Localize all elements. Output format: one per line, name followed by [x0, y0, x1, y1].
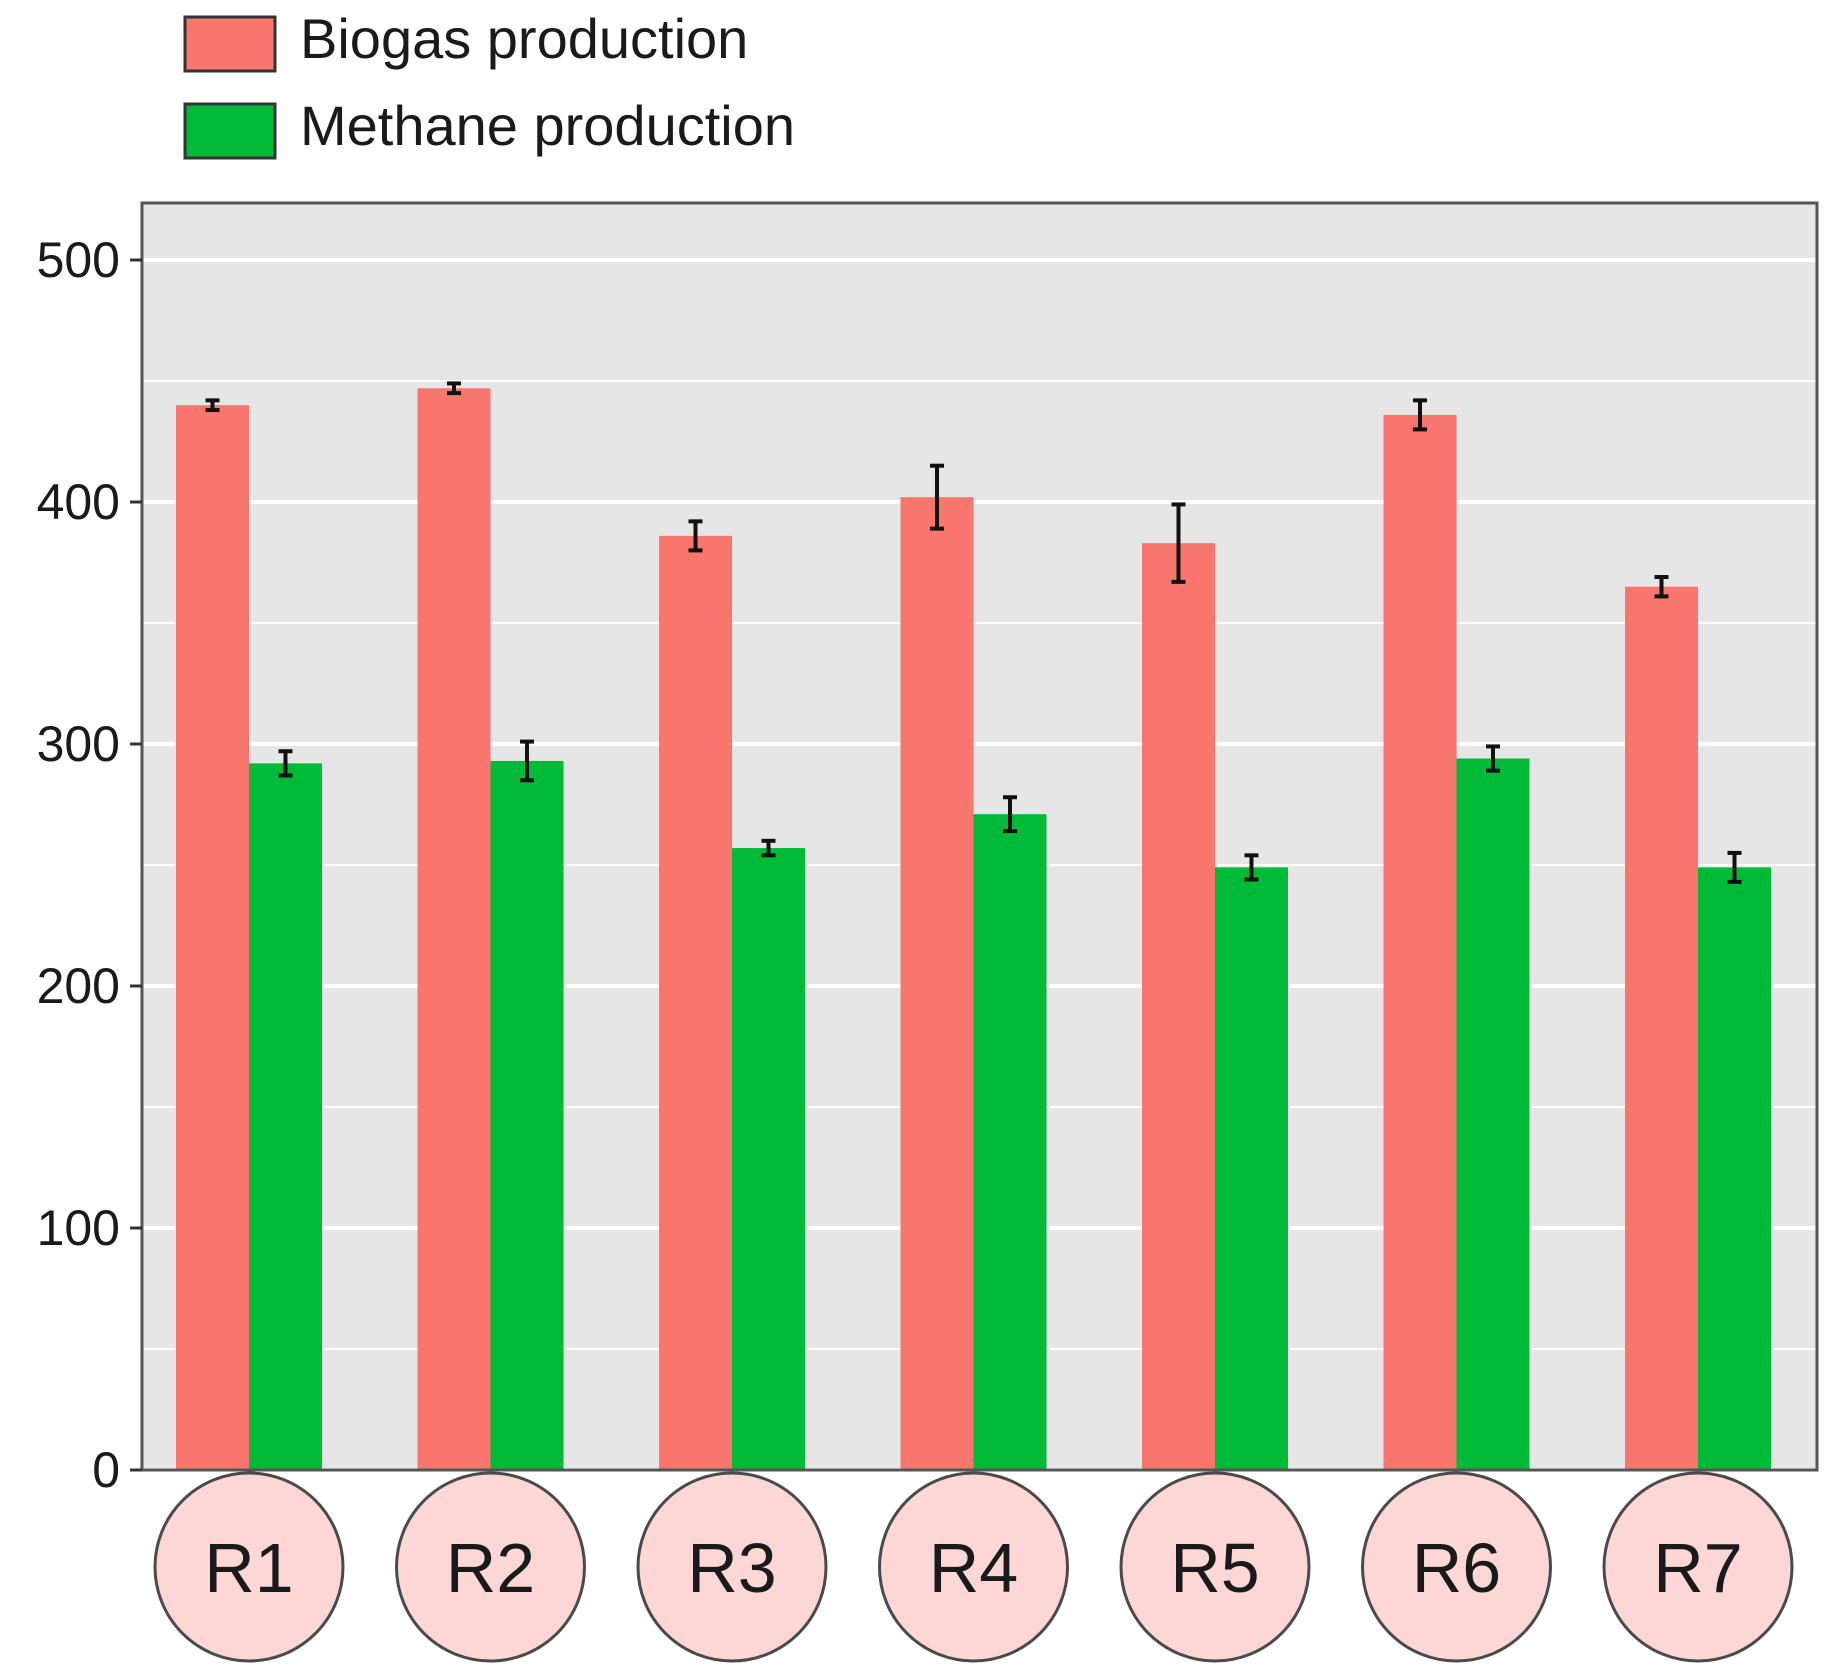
category-text: R7: [1653, 1529, 1742, 1607]
error-bar-methane-r2: [520, 739, 534, 783]
legend-swatch-biogas: [183, 15, 277, 73]
error-bars: [205, 381, 1742, 884]
bar-methane-r3: [732, 848, 805, 1470]
error-bar-biogas-r3: [688, 519, 703, 553]
error-bar-biogas-r4: [930, 463, 944, 531]
category-label-r3: R3: [636, 1471, 828, 1663]
bar-biogas-r2: [417, 388, 491, 1470]
y-tick-label: 200: [37, 958, 120, 1014]
category-circle: [1361, 1471, 1552, 1663]
bar-methane-r6: [1456, 758, 1530, 1470]
error-bar-methane-r5: [1244, 853, 1259, 882]
error-bar-methane-r6: [1486, 744, 1500, 773]
x-axis-categories: R1 R2 R3 R4 R5 R6 R7: [153, 1471, 1794, 1663]
error-bar-methane-r3: [761, 838, 776, 858]
category-label-r5: R5: [1119, 1471, 1311, 1663]
bar-methane-r2: [490, 760, 564, 1470]
category-text: R3: [687, 1529, 776, 1607]
category-circle: [395, 1471, 586, 1663]
bar-biogas-r7: [1625, 586, 1698, 1470]
category-label-r2: R2: [395, 1471, 586, 1663]
error-bar-biogas-r6: [1413, 398, 1427, 432]
category-text: R6: [1412, 1529, 1501, 1607]
bar-biogas-r4: [900, 497, 974, 1470]
error-bar-methane-r4: [1003, 795, 1017, 834]
category-label-r6: R6: [1361, 1471, 1552, 1663]
error-bar-methane-r1: [278, 749, 293, 778]
bar-biogas-r5: [1142, 543, 1215, 1470]
bar-methane-r1: [249, 763, 322, 1470]
bar-biogas-r1: [176, 405, 249, 1471]
category-text: R4: [929, 1529, 1018, 1607]
bars: [176, 388, 1771, 1471]
y-tick-label: 100: [37, 1200, 120, 1256]
bar-methane-r7: [1698, 867, 1771, 1470]
category-label-r4: R4: [878, 1471, 1069, 1663]
category-text: R1: [204, 1529, 293, 1607]
y-tick-label: 400: [37, 474, 120, 530]
category-label-r1: R1: [153, 1471, 345, 1663]
category-circle: [1602, 1471, 1794, 1663]
plot-border: [140, 201, 1819, 1472]
error-bar-biogas-r7: [1654, 575, 1669, 599]
bar-methane-r4: [973, 814, 1047, 1470]
category-circle: [153, 1471, 345, 1663]
error-bar-methane-r7: [1727, 850, 1742, 884]
bar-biogas-r6: [1383, 414, 1457, 1470]
bar-biogas-r3: [659, 535, 732, 1470]
error-bar-biogas-r2: [447, 381, 461, 396]
category-text: R5: [1170, 1529, 1259, 1607]
bar-methane-r5: [1215, 867, 1288, 1470]
category-circle: [1119, 1471, 1311, 1663]
category-label-r7: R7: [1602, 1471, 1794, 1663]
legend-label-biogas: Biogas production: [300, 7, 748, 70]
y-tick-label: 0: [92, 1442, 120, 1498]
legend: Biogas production Methane production: [183, 7, 795, 160]
y-tick-label: 500: [37, 232, 120, 288]
category-text: R2: [446, 1529, 535, 1607]
legend-label-methane: Methane production: [300, 94, 795, 157]
category-circle: [636, 1471, 828, 1663]
error-bar-biogas-r1: [205, 398, 220, 413]
category-circle: [878, 1471, 1069, 1663]
y-tick-label: 300: [37, 716, 120, 772]
legend-swatch-methane: [183, 102, 277, 160]
error-bar-biogas-r5: [1171, 502, 1186, 584]
y-axis: 0 100 200 300 400 500: [37, 232, 142, 1498]
